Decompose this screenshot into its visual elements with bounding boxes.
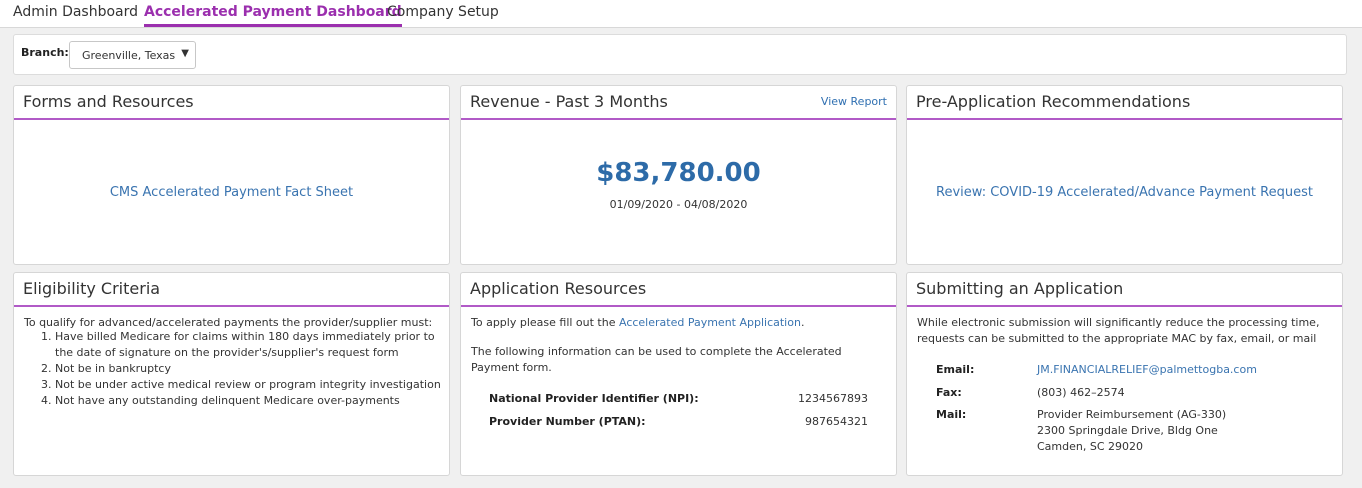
cms-fact-sheet-link[interactable]: CMS Accelerated Payment Fact Sheet bbox=[109, 185, 354, 200]
card-header: Revenue - Past 3 Months View Report bbox=[461, 86, 896, 120]
list-item: Not be in bankruptcy bbox=[55, 361, 445, 377]
mail-line: Camden, SC 29020 bbox=[1037, 440, 1144, 453]
active-tab-indicator bbox=[144, 24, 402, 27]
card-header: Eligibility Criteria bbox=[14, 273, 449, 307]
fax-label: Fax: bbox=[936, 386, 962, 399]
application-resources-card: Application Resources To apply please fi… bbox=[460, 272, 897, 476]
list-item: Have billed Medicare for claims within 1… bbox=[55, 329, 445, 361]
submitting-application-card: Submitting an Application While electron… bbox=[906, 272, 1343, 476]
card-title: Eligibility Criteria bbox=[23, 279, 161, 298]
apply-instructions: To apply please fill out the Accelerated… bbox=[471, 315, 891, 331]
top-nav: Admin Dashboard Accelerated Payment Dash… bbox=[0, 0, 1362, 28]
tab-company-setup[interactable]: Company Setup bbox=[387, 4, 499, 20]
card-header: Submitting an Application bbox=[907, 273, 1342, 307]
mail-line: Provider Reimbursement (AG-330) bbox=[1037, 408, 1227, 421]
revenue-date-range: 01/09/2020 - 04/08/2020 bbox=[609, 198, 748, 211]
npi-value: 1234567893 bbox=[798, 392, 868, 405]
ptan-value: 987654321 bbox=[805, 415, 868, 428]
tab-label: Accelerated Payment Dashboard bbox=[144, 4, 402, 20]
tab-accelerated-payment-dashboard[interactable]: Accelerated Payment Dashboard bbox=[144, 4, 402, 27]
mail-address: Provider Reimbursement (AG-330) 2300 Spr… bbox=[1037, 407, 1327, 455]
branch-label: Branch: bbox=[21, 46, 69, 59]
branch-selected-value: Greenville, Texas bbox=[82, 49, 176, 62]
card-title: Submitting an Application bbox=[916, 279, 1124, 298]
fax-value: (803) 462–2574 bbox=[1037, 386, 1125, 399]
info-text: The following information can be used to… bbox=[471, 345, 842, 374]
card-header: Forms and Resources bbox=[14, 86, 449, 120]
branch-select[interactable]: Greenville, Texas ▼ bbox=[69, 41, 196, 69]
ptan-label: Provider Number (PTAN): bbox=[489, 415, 646, 428]
covid-review-link[interactable]: Review: COVID-19 Accelerated/Advance Pay… bbox=[936, 185, 1313, 200]
view-report-link[interactable]: View Report bbox=[820, 95, 887, 108]
tab-admin-dashboard[interactable]: Admin Dashboard bbox=[13, 4, 139, 20]
apply-text: To apply please fill out the bbox=[471, 316, 619, 329]
mail-label: Mail: bbox=[936, 408, 967, 421]
card-header: Pre-Application Recommendations bbox=[907, 86, 1342, 120]
list-item: Not have any outstanding delinquent Medi… bbox=[55, 393, 445, 409]
apply-suffix: . bbox=[800, 316, 805, 329]
list-item: Not be under active medical review or pr… bbox=[55, 377, 445, 393]
criteria-list: Have billed Medicare for claims within 1… bbox=[55, 329, 445, 409]
submit-intro: While electronic submission will signifi… bbox=[917, 316, 1320, 345]
card-title: Revenue - Past 3 Months bbox=[470, 92, 668, 111]
mail-line: 2300 Springdale Drive, Bldg One bbox=[1037, 424, 1218, 437]
npi-label: National Provider Identifier (NPI): bbox=[489, 392, 699, 405]
chevron-down-icon: ▼ bbox=[181, 48, 189, 59]
card-title: Pre-Application Recommendations bbox=[916, 92, 1191, 111]
email-link[interactable]: JM.FINANCIALRELIEF@palmettogba.com bbox=[1037, 363, 1257, 376]
card-title: Forms and Resources bbox=[23, 92, 194, 111]
email-label: Email: bbox=[936, 363, 975, 376]
branch-bar: Branch: Greenville, Texas ▼ bbox=[13, 34, 1347, 75]
pre-application-card: Pre-Application Recommendations Review: … bbox=[906, 85, 1343, 265]
card-header: Application Resources bbox=[461, 273, 896, 307]
eligibility-intro: To qualify for advanced/accelerated paym… bbox=[24, 316, 433, 329]
application-link[interactable]: Accelerated Payment Application bbox=[618, 316, 801, 329]
card-title: Application Resources bbox=[470, 279, 647, 298]
forms-resources-card: Forms and Resources CMS Accelerated Paym… bbox=[13, 85, 450, 265]
revenue-amount: $83,780.00 bbox=[596, 158, 761, 188]
eligibility-card: Eligibility Criteria To qualify for adva… bbox=[13, 272, 450, 476]
revenue-card: Revenue - Past 3 Months View Report $83,… bbox=[460, 85, 897, 265]
